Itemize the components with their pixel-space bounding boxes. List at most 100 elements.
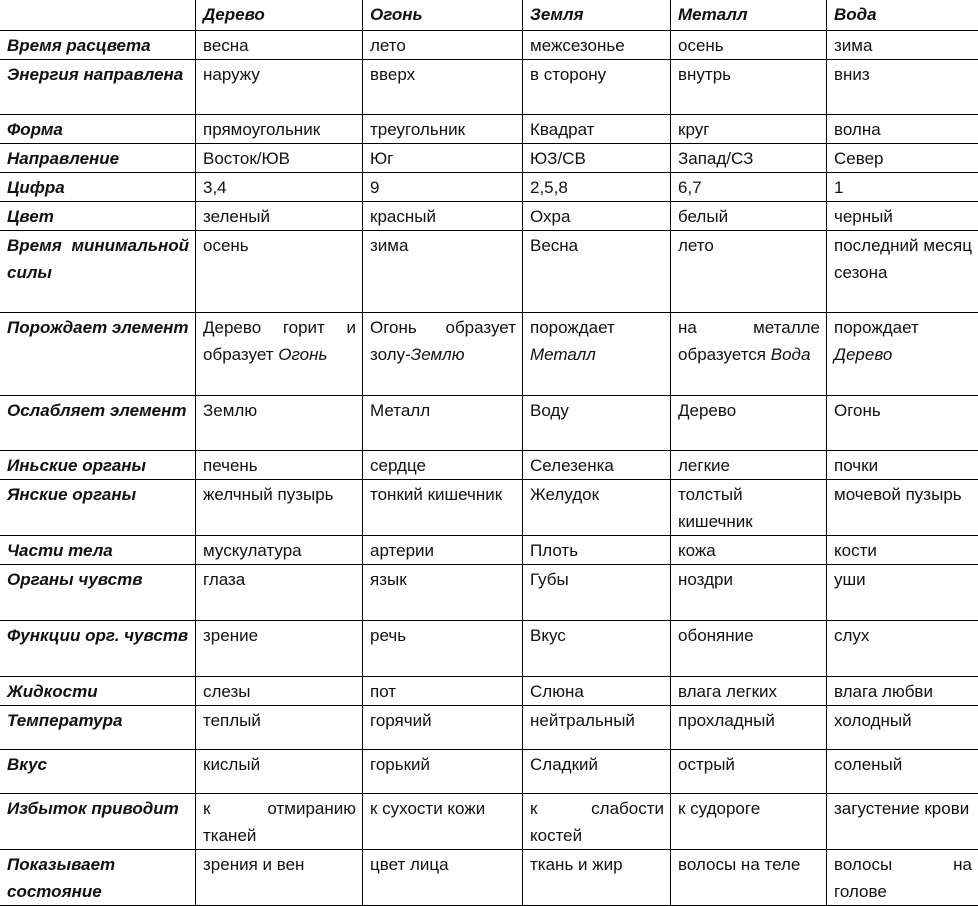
row-header: Время минимальной силы <box>0 231 196 313</box>
column-header: Вода <box>827 0 978 31</box>
table-cell: сердце <box>363 451 523 480</box>
table-cell: 3,4 <box>196 173 363 202</box>
column-header: Земля <box>523 0 671 31</box>
table-cell: влага легких <box>671 677 827 706</box>
row-header: Жидкости <box>0 677 196 706</box>
table-cell: осень <box>671 31 827 60</box>
table-cell: зима <box>827 31 978 60</box>
table-cell: Весна <box>523 231 671 313</box>
table-cell: в сторону <box>523 60 671 115</box>
table-cell: мочевой пузырь <box>827 480 978 536</box>
table-cell: ЮЗ/СВ <box>523 144 671 173</box>
table-cell: красный <box>363 202 523 231</box>
table-cell: речь <box>363 621 523 677</box>
table-cell: влага любви <box>827 677 978 706</box>
table-cell: черный <box>827 202 978 231</box>
table-cell: холодный <box>827 706 978 750</box>
table-cell: зеленый <box>196 202 363 231</box>
table-cell: уши <box>827 565 978 621</box>
table-cell: слух <box>827 621 978 677</box>
table-cell: слезы <box>196 677 363 706</box>
row-header: Энергия направлена <box>0 60 196 115</box>
table-cell: Губы <box>523 565 671 621</box>
table-cell: осень <box>196 231 363 313</box>
table-cell: порождает Дерево <box>827 313 978 396</box>
table-cell: к отмиранию тканей <box>196 794 363 850</box>
table-cell: тонкий кишечник <box>363 480 523 536</box>
table-cell: к сухости кожи <box>363 794 523 850</box>
table-cell: печень <box>196 451 363 480</box>
table-cell: загустение крови <box>827 794 978 850</box>
row-header: Цифра <box>0 173 196 202</box>
table-cell: соленый <box>827 750 978 794</box>
table-cell: ткань и жир <box>523 850 671 906</box>
table-cell: Восток/ЮВ <box>196 144 363 173</box>
table-cell: острый <box>671 750 827 794</box>
table-cell: Металл <box>363 396 523 451</box>
row-header: Иньские органы <box>0 451 196 480</box>
row-header: Цвет <box>0 202 196 231</box>
table-cell: пот <box>363 677 523 706</box>
cell-text: Землю <box>411 345 465 364</box>
row-header: Функции орг. чувств <box>0 621 196 677</box>
table-cell: Север <box>827 144 978 173</box>
cell-text: порождает <box>834 318 919 337</box>
table-cell: прохладный <box>671 706 827 750</box>
table-cell: на металле образуется Вода <box>671 313 827 396</box>
table-cell: горький <box>363 750 523 794</box>
table-cell: Запад/СЗ <box>671 144 827 173</box>
table-cell: к судороге <box>671 794 827 850</box>
row-header: Температура <box>0 706 196 750</box>
table-cell: ноздри <box>671 565 827 621</box>
table-cell: Слюна <box>523 677 671 706</box>
table-cell: Дерево <box>671 396 827 451</box>
table-cell: белый <box>671 202 827 231</box>
row-header: Янские органы <box>0 480 196 536</box>
table-cell: цвет лица <box>363 850 523 906</box>
table-cell: Плоть <box>523 536 671 565</box>
table-cell: вверх <box>363 60 523 115</box>
table-cell: Охра <box>523 202 671 231</box>
table-cell: зрение <box>196 621 363 677</box>
table-cell: Квадрат <box>523 115 671 144</box>
row-header: Время расцвета <box>0 31 196 60</box>
row-header: Избыток приводит <box>0 794 196 850</box>
table-cell: Желудок <box>523 480 671 536</box>
table-cell: Дерево горит и образует Огонь <box>196 313 363 396</box>
table-cell: 2,5,8 <box>523 173 671 202</box>
table-cell: волосы на теле <box>671 850 827 906</box>
row-header: Ослабляет элемент <box>0 396 196 451</box>
table-cell: волна <box>827 115 978 144</box>
table-cell: порождает Металл <box>523 313 671 396</box>
table-cell: Огонь <box>827 396 978 451</box>
table-cell: Сладкий <box>523 750 671 794</box>
row-header: Части тела <box>0 536 196 565</box>
cell-text: порождает <box>530 318 615 337</box>
row-header: Органы чувств <box>0 565 196 621</box>
table-cell: теплый <box>196 706 363 750</box>
table-cell: Юг <box>363 144 523 173</box>
table-cell: последний месяц сезона <box>827 231 978 313</box>
table-cell: зима <box>363 231 523 313</box>
table-cell: к слабости костей <box>523 794 671 850</box>
table-cell: Воду <box>523 396 671 451</box>
table-cell: язык <box>363 565 523 621</box>
row-header: Направление <box>0 144 196 173</box>
